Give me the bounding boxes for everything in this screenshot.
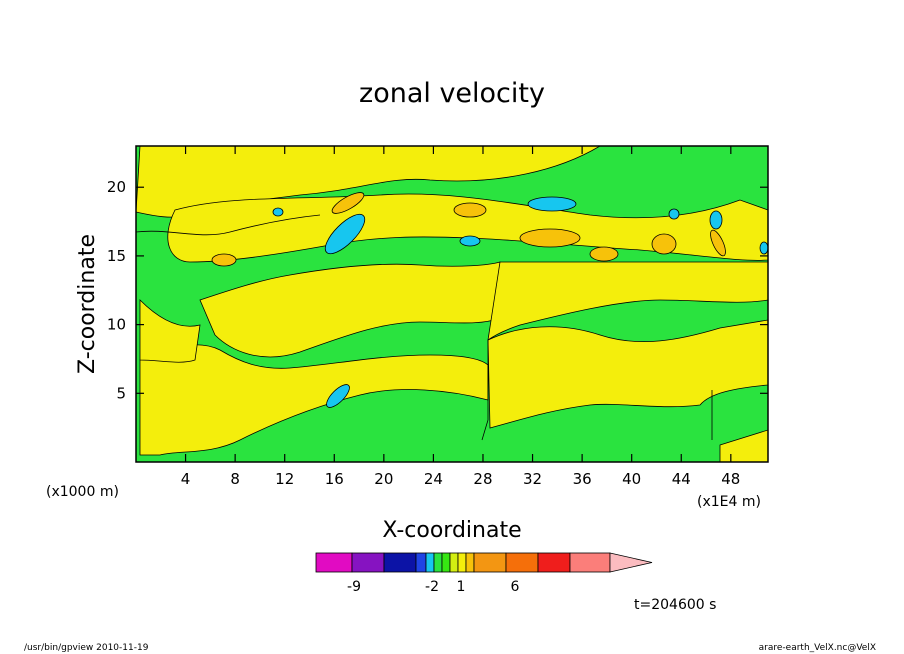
- x-tick-label: 44: [672, 470, 691, 488]
- y-tick-label: 20: [107, 178, 126, 196]
- colorbar-box: [415, 552, 427, 573]
- colorbar-tick-label: -9: [347, 579, 361, 595]
- x-tick-label: 8: [230, 470, 240, 488]
- colorbar-box: [315, 552, 353, 573]
- cyan-region: [324, 213, 366, 255]
- orange-region: [211, 253, 237, 267]
- x-tick-label: 20: [374, 470, 393, 488]
- y-axis-ticks: 5 10 15 20: [107, 178, 768, 402]
- colorbar-box: [351, 552, 385, 573]
- colorbar-box: [569, 552, 611, 573]
- yellow-region: [139, 299, 201, 363]
- contour-line: [136, 214, 321, 236]
- colorbar-box: [441, 552, 451, 573]
- orange-region: [710, 229, 726, 257]
- colorbar-box: [457, 552, 467, 573]
- contour-field: [136, 146, 768, 462]
- x-tick-label: 12: [275, 470, 294, 488]
- x-tick-label: 32: [523, 470, 542, 488]
- cyan-region: [459, 235, 481, 247]
- x-tick-label: 36: [573, 470, 592, 488]
- x-axis-title: X-coordinate: [382, 518, 521, 543]
- x-tick-label: 4: [181, 470, 191, 488]
- colorbar-box: [537, 552, 571, 573]
- x-axis-ticks: 4 8 12 16 20 24 28 32 36 40 44 48: [181, 146, 740, 488]
- colorbar-box: [465, 552, 475, 573]
- y-unit-label: (x1E4 m): [697, 494, 761, 510]
- yellow-region: [719, 429, 768, 462]
- plot-frame: [135, 145, 769, 463]
- orange-region: [519, 228, 581, 248]
- x-tick-label: 48: [721, 470, 740, 488]
- colorbar-tick-label: -2: [425, 579, 439, 595]
- colorbar-arrow: [609, 552, 653, 573]
- cyan-region: [527, 196, 577, 212]
- yellow-region: [167, 193, 768, 263]
- source-label: arare-earth_VelX.nc@VelX: [759, 643, 876, 653]
- cyan-region: [326, 384, 350, 408]
- colorbar-tick-labels: -9 -2 1 6: [347, 579, 520, 595]
- y-tick-label: 10: [107, 316, 126, 334]
- contour-line: [481, 340, 489, 441]
- x-unit-label: (x1000 m): [46, 484, 119, 500]
- cyan-region: [709, 210, 723, 230]
- colorbar-box: [433, 552, 443, 573]
- y-axis-title: Z-coordinate: [75, 234, 100, 374]
- orange-region: [331, 192, 365, 214]
- time-label: t=204600 s: [634, 597, 716, 613]
- yellow-region: [487, 319, 768, 429]
- x-tick-label: 40: [622, 470, 641, 488]
- colorbar-tick-label: 6: [511, 579, 520, 595]
- colorbar-box: [505, 552, 539, 573]
- colorbar-box: [449, 552, 459, 573]
- chart-title: zonal velocity: [359, 78, 545, 109]
- orange-region: [453, 202, 487, 218]
- program-label: /usr/bin/gpview 2010-11-19: [24, 643, 149, 653]
- colorbar-box: [425, 552, 435, 573]
- cyan-region: [759, 241, 768, 255]
- cyan-region: [272, 207, 284, 217]
- y-tick-label: 15: [107, 247, 126, 265]
- cyan-region: [668, 208, 680, 220]
- x-tick-label: 24: [424, 470, 443, 488]
- yellow-region: [139, 344, 489, 456]
- colorbar: [315, 552, 653, 573]
- orange-region: [651, 233, 677, 255]
- yellow-region: [487, 261, 768, 341]
- y-tick-label: 5: [116, 384, 126, 402]
- colorbar-tick-label: 1: [457, 579, 466, 595]
- x-tick-label: 28: [473, 470, 492, 488]
- colorbar-box: [473, 552, 507, 573]
- orange-region: [589, 246, 619, 262]
- x-tick-label: 16: [325, 470, 344, 488]
- colorbar-box: [383, 552, 417, 573]
